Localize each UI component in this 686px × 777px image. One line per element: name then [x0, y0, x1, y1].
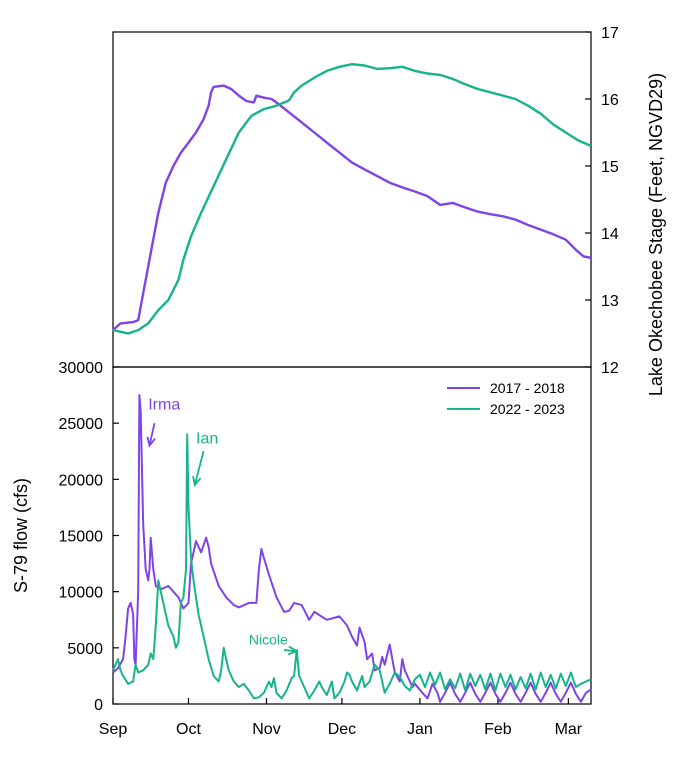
stage-y-axis-title: Lake Okechobee Stage (Feet, NGVD29)	[646, 73, 666, 396]
flow-y-tick-label: 20000	[59, 472, 104, 489]
annotation-label-ian: Ian	[196, 430, 218, 447]
annotation-arrowhead-ian	[192, 475, 202, 487]
annotation-arrowhead-nicole	[287, 645, 299, 656]
flow-series-line-2022	[112, 433, 592, 700]
annotation-arrow-ian	[193, 451, 205, 486]
stage-y-tick-label: 16	[601, 92, 619, 109]
annotation-label-nicole: Nicole	[249, 631, 288, 647]
legend: 2017 - 2018 2022 - 2023	[447, 380, 565, 417]
annotations: Irma Ian Nicole	[146, 397, 299, 656]
flow-y-tick-label: 30000	[59, 360, 104, 377]
annotation-label-irma: Irma	[148, 397, 180, 414]
stage-y-tick-label: 15	[601, 159, 619, 176]
x-tick-label: Jan	[407, 721, 433, 738]
flow-y-tick-label: 0	[94, 697, 103, 714]
annotation-arrow-nicole	[283, 649, 297, 653]
x-tick-label: Oct	[176, 721, 201, 738]
flow-plot-frame	[112, 366, 592, 705]
stage-series-line-2017	[112, 84, 592, 331]
legend-label-2022: 2022 - 2023	[490, 401, 565, 417]
flow-y-tick-label: 15000	[59, 529, 104, 546]
flow-series-line-2017	[112, 394, 592, 703]
x-tick-label: Nov	[252, 721, 280, 738]
legend-label-2017: 2017 - 2018	[490, 380, 565, 396]
flow-y-tick-label: 25000	[59, 416, 104, 433]
flow-y-axis-title: S-79 flow (cfs)	[11, 478, 31, 593]
stage-y-tick-label: 14	[601, 226, 619, 243]
flow-y-tick-label: 10000	[59, 585, 104, 602]
flow-y-tick-label: 5000	[67, 641, 103, 658]
stage-y-tick-label: 12	[601, 360, 619, 377]
x-tick-label: Mar	[555, 721, 583, 738]
flow-panel: 0 5000 10000 15000 20000 25000 30000 S-79 flow …	[11, 360, 592, 738]
stage-y-tick-label: 13	[601, 293, 619, 310]
x-tick-label: Dec	[328, 721, 356, 738]
annotation-arrowhead-irma	[146, 436, 156, 448]
x-tick-label: Feb	[484, 721, 512, 738]
stage-series-line-2022	[112, 63, 592, 335]
x-tick-label: Sep	[99, 721, 128, 738]
stage-panel: 12 13 14 15 16 17 Lake Okechobee Stage (Feet, …	[112, 25, 666, 396]
stage-plot-frame	[112, 31, 592, 368]
annotation-arrow-irma	[148, 422, 156, 446]
stage-y-tick-label: 17	[601, 25, 619, 42]
